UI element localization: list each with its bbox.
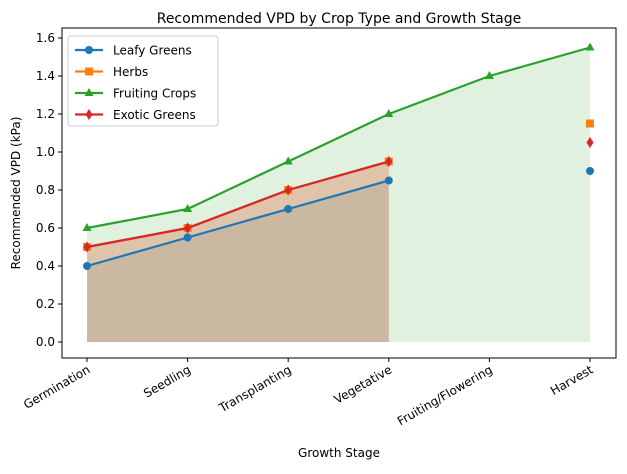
data-point — [284, 184, 292, 196]
data-point — [85, 109, 93, 120]
legend-label: Leafy Greens — [113, 44, 192, 58]
y-tick-label: 0.0 — [36, 335, 55, 349]
y-tick-label: 0.4 — [36, 259, 55, 273]
plot-frame — [61, 27, 617, 359]
legend-entry: Fruiting Crops — [75, 87, 196, 101]
data-point — [85, 46, 93, 54]
legend-label: Exotic Greens — [113, 108, 196, 122]
data-point — [183, 233, 192, 242]
series-line — [86, 46, 591, 230]
data-point — [83, 262, 91, 270]
area-fill — [87, 180, 389, 342]
x-tick-label: Transplanting — [216, 362, 294, 415]
data-point — [83, 241, 91, 253]
data-point — [84, 88, 94, 96]
data-point — [585, 42, 595, 51]
data-point — [484, 71, 494, 79]
x-tick-label: Germination — [21, 362, 92, 411]
y-tick-label: 0.8 — [36, 183, 55, 197]
legend-entry: Leafy Greens — [75, 44, 192, 58]
x-tick-label: Vegetative — [332, 362, 395, 406]
y-tick-label: 1.6 — [36, 31, 55, 45]
x-tick-label: Fruiting/Flowering — [395, 362, 495, 428]
y-tick-label: 1.0 — [36, 145, 55, 159]
chart-title: Recommended VPD by Crop Type and Growth … — [157, 11, 522, 27]
data-point — [385, 156, 393, 167]
x-axis-label: Growth Stage — [298, 446, 380, 460]
data-point — [586, 167, 594, 175]
y-tick-label: 1.2 — [36, 107, 55, 121]
data-point — [384, 109, 394, 117]
data-point — [284, 205, 293, 213]
data-point — [283, 156, 293, 165]
data-point — [183, 204, 193, 212]
x-tick-label: Harvest — [548, 362, 596, 398]
y-tick-label: 1.4 — [36, 69, 55, 83]
area-fill — [87, 161, 389, 342]
y-axis-label: Recommended VPD (kPa) — [9, 117, 23, 270]
legend-entry: Exotic Greens — [75, 108, 196, 122]
x-tick-label: Seedling — [141, 362, 193, 400]
legend-label: Fruiting Crops — [113, 87, 196, 101]
legend-label: Herbs — [113, 65, 148, 79]
series-exotic-greens — [84, 137, 594, 253]
area-fill — [87, 161, 389, 342]
data-point — [384, 176, 393, 185]
series-fruiting-crops — [82, 42, 595, 231]
y-tick-label: 0.2 — [36, 297, 55, 311]
data-point — [586, 137, 594, 148]
series-leafy-greens — [83, 167, 594, 270]
data-point — [85, 67, 93, 76]
y-tick-label: 0.6 — [36, 221, 55, 235]
legend-entry: Herbs — [75, 65, 148, 79]
legend: Leafy Greens Herbs Fruiting Crops Exotic Gr… — [67, 35, 219, 127]
data-point — [586, 119, 594, 128]
data-point — [82, 223, 92, 231]
data-point — [184, 222, 192, 234]
legend-box — [67, 35, 219, 127]
